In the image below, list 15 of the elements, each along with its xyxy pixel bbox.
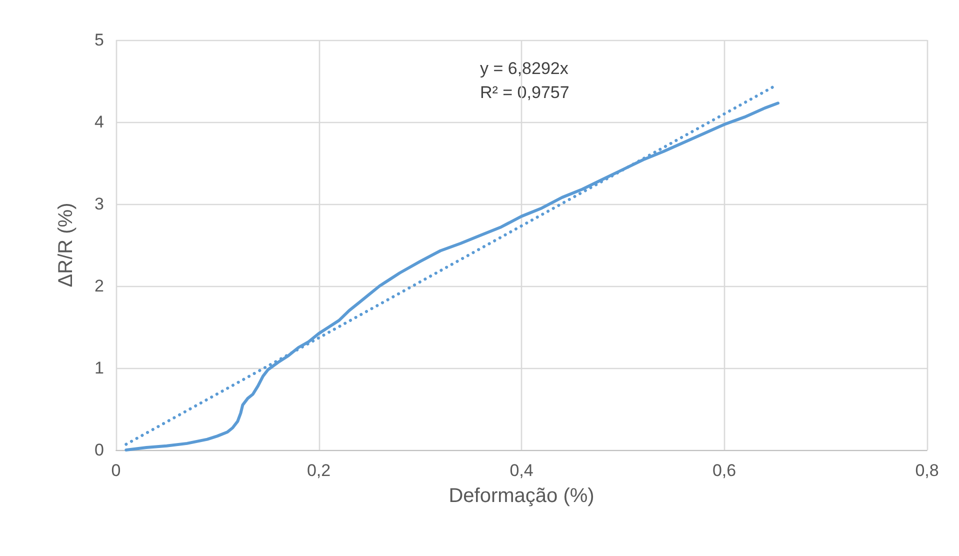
x-axis-title: Deformação (%) [448,485,594,507]
x-tick-label: 0,6 [712,461,736,480]
y-tick-label: 4 [94,112,104,132]
y-tick-label: 3 [94,194,104,214]
x-tick-label: 0,2 [306,461,331,480]
y-tick-label: 1 [94,358,104,378]
annotation: y = 6,8292x [480,59,569,78]
y-tick-label: 2 [94,276,104,296]
y-axis-title: ΔR/R (%) [55,202,77,288]
annotation: R² = 0,9757 [480,83,570,102]
x-tick-label: 0,8 [915,461,939,480]
y-tick-label: 5 [94,30,104,50]
x-tick-label: 0 [111,461,121,480]
x-tick-label: 0,4 [510,461,534,480]
y-tick-label: 0 [94,440,104,460]
